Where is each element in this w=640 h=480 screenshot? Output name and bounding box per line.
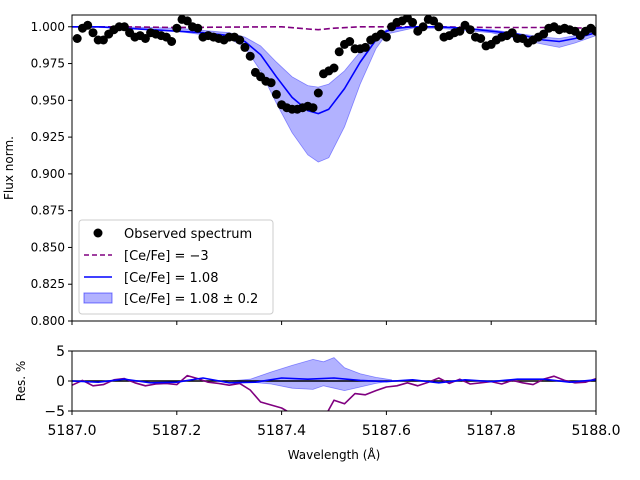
legend: Observed spectrum [Ce/Fe] = −3 [Ce/Fe] =…	[78, 219, 274, 315]
residual-ytick-label: −5	[44, 404, 65, 420]
x-tick-label: 5187.8	[467, 423, 516, 439]
observed-point	[429, 16, 439, 26]
observed-point	[465, 25, 475, 35]
observed-point	[182, 16, 192, 26]
observed-point	[83, 20, 93, 30]
observed-point	[418, 22, 428, 32]
observed-point	[591, 26, 596, 36]
residual-ytick-label: 5	[56, 344, 65, 360]
observed-point	[360, 42, 370, 52]
main-ytick-label: 0.800	[31, 314, 65, 328]
observed-point	[408, 17, 418, 27]
main-ylabel: Flux norm.	[2, 136, 16, 200]
legend-label-observed: Observed spectrum	[124, 227, 252, 242]
observed-point	[434, 22, 444, 32]
observed-point	[507, 28, 517, 38]
observed-point	[167, 37, 177, 46]
observed-point	[308, 103, 318, 113]
observed-point	[119, 22, 129, 32]
observed-point	[476, 34, 486, 43]
observed-point	[193, 23, 203, 33]
observed-point	[313, 88, 323, 98]
observed-point	[235, 35, 245, 45]
observed-point	[329, 63, 339, 73]
observed-point	[345, 37, 355, 46]
legend-label-ce-108: [Ce/Fe] = 1.08	[124, 271, 218, 286]
residual-line-ce-minus3	[72, 374, 596, 411]
main-ytick-label: 0.825	[31, 277, 65, 291]
confidence-band-ce-108	[72, 26, 596, 163]
residual-ylabel: Res. %	[14, 361, 28, 401]
observed-point	[140, 34, 150, 43]
main-ytick-label: 0.875	[31, 204, 65, 218]
main-ytick-label: 0.950	[31, 93, 65, 107]
main-ytick-label: 0.925	[31, 130, 65, 144]
observed-point	[539, 29, 549, 39]
observed-point	[455, 26, 465, 36]
legend-marker-band	[83, 292, 113, 304]
residual-panel: −5 0 5 5187.0 5187.2 5187.4 5187.6 5187.8 5188.…	[14, 344, 621, 462]
residual-line-ce-108	[72, 377, 596, 384]
main-ytick-label: 0.975	[31, 57, 65, 71]
observed-point	[245, 51, 255, 61]
x-tick-label: 5188.0	[572, 423, 621, 439]
main-ytick-label: 0.850	[31, 240, 65, 254]
x-tick-label: 5187.2	[152, 423, 201, 439]
x-tick-label: 5187.4	[257, 423, 306, 439]
observed-point	[98, 35, 108, 45]
main-axes-frame	[71, 14, 597, 322]
observed-point	[266, 78, 276, 88]
observed-point	[334, 47, 344, 57]
main-ytick-label: 0.900	[31, 167, 65, 181]
legend-label-band: [Ce/Fe] = 1.08 ± 0.2	[124, 292, 258, 307]
legend-box	[78, 219, 274, 315]
legend-marker-observed	[93, 228, 103, 238]
x-tick-label: 5187.0	[48, 423, 97, 439]
observed-point	[172, 23, 182, 33]
line-ce-minus3	[72, 25, 596, 31]
observed-point	[240, 42, 250, 52]
x-axis-label: Wavelength (Å)	[288, 447, 381, 462]
observed-point	[88, 28, 98, 38]
observed-point	[381, 32, 391, 42]
legend-label-ce-minus3: [Ce/Fe] = −3	[124, 249, 209, 264]
residual-ytick-label: 0	[56, 374, 65, 390]
observed-point	[72, 34, 82, 43]
main-ytick-label: 1.000	[31, 20, 65, 34]
x-tick-label: 5187.6	[362, 423, 411, 439]
observed-point	[271, 89, 281, 99]
